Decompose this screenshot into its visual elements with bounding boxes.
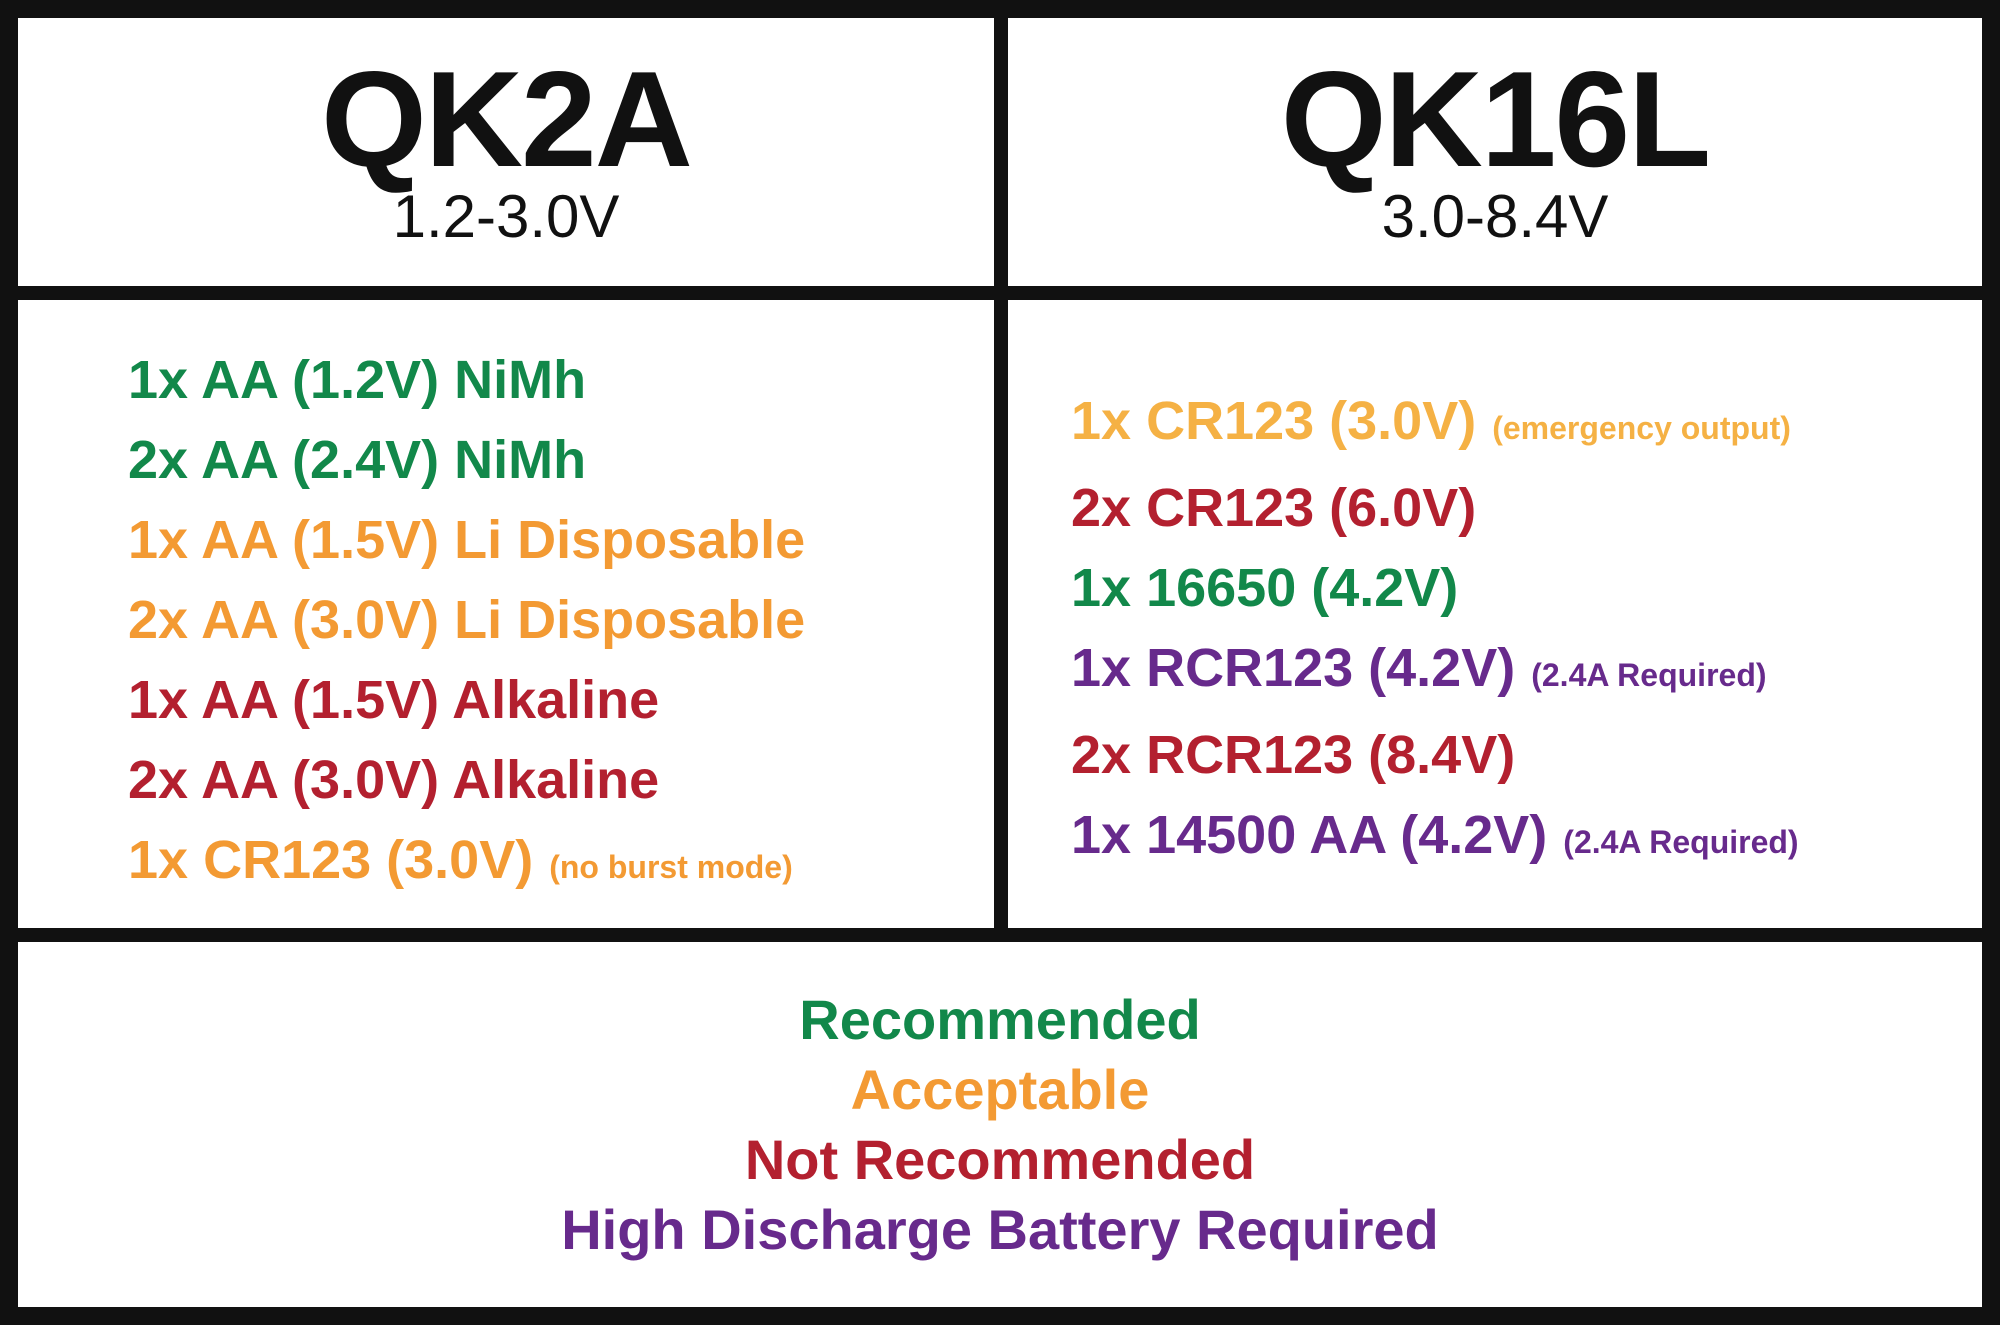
legend-entry: High Discharge Battery Required (561, 1198, 1439, 1261)
battery-text: 2x CR123 (6.0V) (1071, 478, 1477, 538)
battery-item: 1x 16650 (4.2V) (1071, 548, 1799, 628)
voltage: 3.0-8.4V (1381, 183, 1609, 250)
battery-item: 1x AA (1.5V) Alkaline (128, 660, 805, 740)
battery-note: (2.4A Required) (1531, 657, 1767, 693)
legend: Recommended Acceptable Not Recommended High… (18, 942, 1982, 1307)
battery-item: 2x RCR123 (8.4V) (1071, 715, 1799, 795)
battery-text: 1x 16650 (4.2V) (1071, 558, 1459, 618)
battery-text: 1x 14500 AA (4.2V) (1071, 805, 1548, 865)
battery-note: (emergency output) (1492, 410, 1791, 446)
battery-item: 2x AA (2.4V) NiMh (128, 420, 805, 500)
battery-item: 1x RCR123 (4.2V) (2.4A Required) (1071, 628, 1799, 715)
legend-entry: Recommended (799, 988, 1201, 1051)
battery-text: 2x RCR123 (8.4V) (1071, 725, 1516, 785)
header-cell: QK2A 1.2-3.0V (18, 18, 994, 286)
battery-text: 2x AA (3.0V) Li Disposable (128, 590, 806, 650)
battery-text: 2x AA (2.4V) NiMh (128, 430, 587, 490)
battery-text: 1x AA (1.5V) Li Disposable (128, 510, 806, 570)
model-title: QK16L (1280, 43, 1711, 195)
battery-text: 1x AA (1.5V) Alkaline (128, 670, 660, 730)
battery-list: 1x CR123 (3.0V) (emergency output) 2x CR12… (1071, 381, 1799, 882)
battery-item: 1x CR123 (3.0V) (emergency output) (1071, 381, 1799, 468)
battery-text: 1x RCR123 (4.2V) (1071, 638, 1516, 698)
battery-item: 1x CR123 (3.0V) (no burst mode) (128, 820, 805, 907)
battery-item: 2x CR123 (6.0V) (1071, 468, 1799, 548)
battery-cell: 1x CR123 (3.0V) (emergency output) 2x CR12… (1008, 300, 1982, 928)
legend-entry: Not Recommended (744, 1128, 1256, 1191)
battery-item: 1x AA (1.2V) NiMh (128, 340, 805, 420)
battery-text: 2x AA (3.0V) Alkaline (128, 750, 660, 810)
legend-entry: Acceptable (850, 1058, 1150, 1121)
battery-text: 1x CR123 (3.0V) (1071, 391, 1477, 451)
battery-item: 2x AA (3.0V) Alkaline (128, 740, 805, 820)
battery-item: 2x AA (3.0V) Li Disposable (128, 580, 805, 660)
battery-note: (2.4A Required) (1563, 824, 1799, 860)
battery-text: 1x CR123 (3.0V) (128, 830, 534, 890)
battery-item: 1x AA (1.5V) Li Disposable (128, 500, 805, 580)
battery-note: (no burst mode) (549, 849, 793, 885)
voltage: 1.2-3.0V (392, 183, 620, 250)
battery-item: 1x 14500 AA (4.2V) (2.4A Required) (1071, 795, 1799, 882)
battery-list: 1x AA (1.2V) NiMh 2x AA (2.4V) NiMh 1x AA … (128, 340, 805, 907)
model-title: QK2A (321, 43, 693, 195)
battery-cell: 1x AA (1.2V) NiMh 2x AA (2.4V) NiMh 1x AA … (18, 300, 994, 928)
battery-text: 1x AA (1.2V) NiMh (128, 350, 587, 410)
header-cell: QK16L 3.0-8.4V (1008, 18, 1982, 286)
